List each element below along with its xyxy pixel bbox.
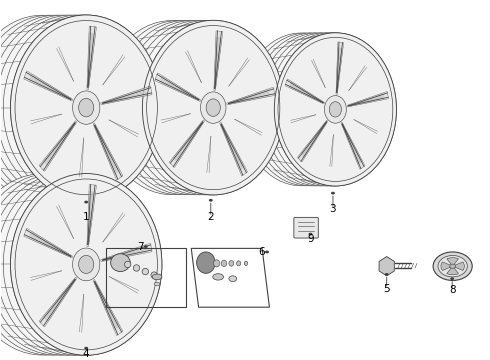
Circle shape	[309, 233, 313, 235]
Ellipse shape	[111, 254, 130, 271]
Ellipse shape	[73, 91, 100, 124]
Circle shape	[84, 201, 88, 203]
Ellipse shape	[152, 274, 162, 280]
Ellipse shape	[0, 174, 124, 355]
Polygon shape	[155, 73, 201, 102]
Text: 8: 8	[449, 285, 456, 295]
Ellipse shape	[102, 21, 242, 195]
Circle shape	[331, 192, 335, 194]
Ellipse shape	[0, 174, 147, 355]
Ellipse shape	[263, 33, 385, 186]
Ellipse shape	[200, 92, 226, 123]
FancyBboxPatch shape	[294, 217, 318, 238]
Ellipse shape	[10, 174, 162, 355]
Ellipse shape	[143, 20, 284, 195]
Circle shape	[265, 251, 269, 253]
Ellipse shape	[214, 260, 220, 267]
Ellipse shape	[3, 15, 154, 200]
Ellipse shape	[329, 102, 342, 117]
Polygon shape	[93, 279, 123, 336]
Text: 3: 3	[330, 204, 336, 214]
Bar	[106, 248, 186, 307]
Ellipse shape	[245, 261, 247, 265]
Circle shape	[385, 273, 389, 276]
Polygon shape	[227, 87, 275, 105]
Ellipse shape	[3, 174, 154, 355]
Text: 4: 4	[83, 348, 90, 359]
Ellipse shape	[0, 15, 124, 200]
Wedge shape	[447, 258, 459, 266]
Circle shape	[84, 347, 88, 350]
Circle shape	[438, 256, 467, 277]
Ellipse shape	[241, 33, 362, 186]
Ellipse shape	[0, 15, 140, 200]
Wedge shape	[441, 262, 453, 270]
Polygon shape	[220, 122, 247, 176]
Polygon shape	[379, 257, 394, 276]
Ellipse shape	[78, 98, 94, 117]
Ellipse shape	[0, 174, 140, 355]
Ellipse shape	[122, 21, 263, 195]
Wedge shape	[453, 262, 465, 270]
Ellipse shape	[0, 15, 147, 200]
Polygon shape	[87, 26, 97, 90]
Ellipse shape	[0, 15, 117, 200]
Ellipse shape	[221, 260, 227, 266]
Ellipse shape	[0, 174, 132, 355]
Ellipse shape	[78, 255, 94, 274]
Ellipse shape	[108, 21, 249, 195]
Ellipse shape	[133, 265, 140, 271]
Circle shape	[144, 245, 148, 248]
Ellipse shape	[229, 276, 237, 282]
Polygon shape	[24, 228, 73, 258]
Polygon shape	[169, 120, 204, 168]
Polygon shape	[39, 277, 77, 327]
Ellipse shape	[154, 282, 160, 286]
Ellipse shape	[324, 96, 346, 123]
Ellipse shape	[0, 174, 117, 355]
Polygon shape	[336, 42, 343, 94]
Ellipse shape	[237, 261, 241, 266]
Polygon shape	[100, 86, 152, 105]
Ellipse shape	[0, 15, 132, 200]
Text: 5: 5	[383, 284, 390, 294]
Ellipse shape	[124, 261, 131, 267]
Circle shape	[209, 199, 213, 202]
Ellipse shape	[252, 33, 373, 186]
Text: 7: 7	[137, 242, 143, 252]
Ellipse shape	[213, 274, 223, 280]
Ellipse shape	[136, 20, 277, 195]
Text: 9: 9	[307, 234, 314, 244]
Polygon shape	[24, 71, 73, 101]
Polygon shape	[100, 243, 152, 262]
Text: 6: 6	[258, 247, 265, 257]
Text: 2: 2	[207, 212, 214, 222]
Ellipse shape	[129, 21, 270, 195]
Circle shape	[433, 252, 472, 280]
Ellipse shape	[142, 268, 148, 275]
Ellipse shape	[274, 33, 396, 186]
Polygon shape	[93, 123, 123, 180]
Ellipse shape	[229, 261, 234, 266]
Polygon shape	[341, 122, 365, 170]
Ellipse shape	[151, 272, 157, 278]
Ellipse shape	[269, 33, 391, 186]
Polygon shape	[39, 121, 77, 171]
Circle shape	[450, 277, 454, 280]
Ellipse shape	[196, 252, 215, 273]
Polygon shape	[285, 79, 324, 104]
Ellipse shape	[10, 15, 162, 200]
Ellipse shape	[115, 21, 256, 195]
Ellipse shape	[206, 99, 220, 116]
Polygon shape	[214, 31, 223, 90]
Ellipse shape	[73, 248, 100, 281]
Polygon shape	[297, 120, 328, 162]
Circle shape	[450, 264, 456, 268]
Polygon shape	[347, 91, 389, 107]
Ellipse shape	[258, 33, 379, 186]
Ellipse shape	[246, 33, 368, 186]
Wedge shape	[447, 266, 459, 275]
Polygon shape	[87, 185, 97, 247]
Text: 1: 1	[83, 212, 90, 222]
